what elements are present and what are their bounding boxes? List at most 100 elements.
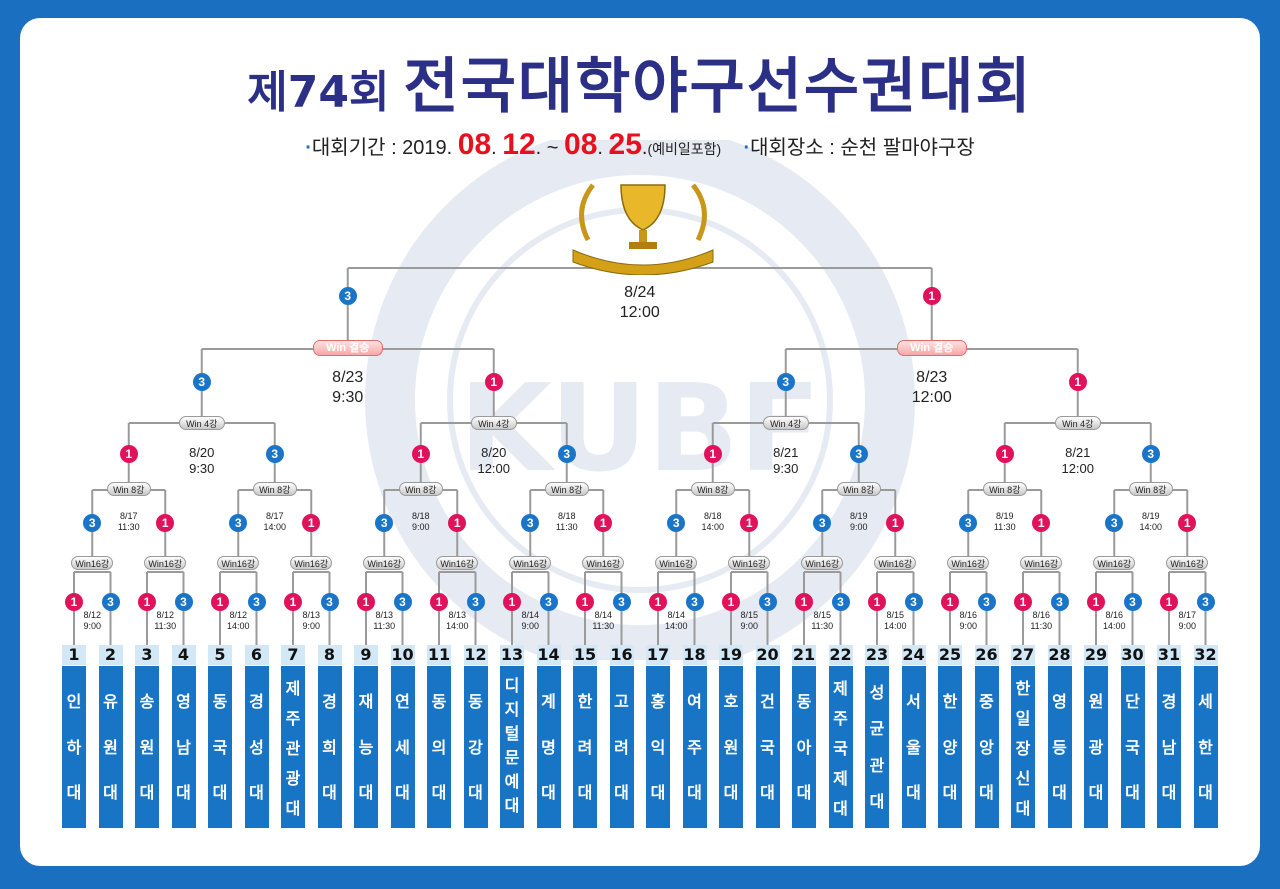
bullet-icon: · — [305, 137, 312, 159]
round-label-r16: Win 8강 — [690, 482, 735, 496]
team-badge: 1 — [1068, 373, 1087, 391]
team-name-char: 대 — [577, 782, 593, 802]
game-time: 14:00 — [445, 621, 469, 631]
team-name-char: 원 — [723, 737, 739, 757]
r1-game-schedule: 8/14 9:00 — [500, 610, 560, 632]
game-time: 9:00 — [1178, 621, 1197, 631]
team-badge: 1 — [941, 593, 959, 611]
team-number: 14 — [536, 645, 561, 665]
round-label-r32: Win16강 — [874, 556, 917, 570]
round-label-qf: Win 4강 — [1054, 416, 1101, 430]
team-badge: 1 — [1178, 514, 1197, 532]
team-name-char: 성 — [249, 737, 264, 757]
r2-game-schedule: 8/17 11:30 — [99, 511, 159, 533]
game-date: 8/15 — [886, 610, 905, 620]
game-date: 8/16 — [959, 610, 978, 620]
r1-game-schedule: 8/13 9:00 — [281, 610, 341, 632]
game-date: 8/13 — [302, 610, 321, 620]
game-date: 8/15 — [813, 610, 832, 620]
team-badge: 3 — [685, 593, 704, 611]
sf-game-schedule: 8/23 12:00 — [892, 368, 972, 408]
game-date: 8/21 — [1065, 445, 1091, 460]
game-date: 8/12 — [156, 610, 175, 620]
game-time: 9:30 — [773, 461, 799, 476]
period-end-day: 25 — [608, 128, 642, 161]
team-name-char: 대 — [1052, 782, 1067, 802]
round-label-r32: Win16강 — [1020, 556, 1063, 570]
team-name-char: 대 — [760, 782, 775, 802]
game-time: 14:00 — [1102, 621, 1126, 631]
team-badge: 3 — [1196, 593, 1215, 611]
team-number: 27 — [1011, 645, 1035, 665]
game-time: 9:00 — [959, 621, 978, 631]
team-name-char: 등 — [1052, 737, 1067, 757]
team-name-char: 대 — [650, 782, 666, 802]
team-badge: 3 — [83, 514, 102, 532]
game-date: 8/13 — [448, 610, 467, 620]
game-date: 8/23 — [916, 369, 948, 386]
team-name-char: 희 — [322, 737, 337, 757]
round-label-qf: Win 4강 — [762, 416, 809, 430]
team-name-char: 대 — [504, 796, 520, 815]
game-time: 14:00 — [664, 621, 688, 631]
r1-game-schedule: 8/12 11:30 — [135, 610, 195, 632]
team-name-char: 의 — [431, 737, 447, 757]
game-date: 8/20 — [481, 445, 507, 460]
period-label: 대회기간 : 2019. — [311, 137, 453, 159]
game-time: 14:00 — [263, 522, 287, 532]
team-number: 19 — [719, 645, 743, 665]
r1-game-schedule: 8/17 9:00 — [1157, 610, 1217, 632]
team-name-char: 성 — [869, 683, 885, 703]
round-label-r32: Win16강 — [290, 556, 333, 570]
team-badge: 3 — [265, 445, 284, 463]
bullet-icon: · — [743, 137, 751, 159]
team-badge: 1 — [156, 514, 175, 532]
team-name-char: 경 — [1161, 692, 1177, 712]
team-name-char: 영 — [176, 692, 191, 712]
team-name-char: 아 — [796, 737, 812, 757]
team-badge: 1 — [503, 593, 521, 611]
team-name-char: 동 — [468, 692, 483, 712]
team-name-char: 대 — [176, 782, 191, 802]
team-number: 17 — [646, 645, 670, 665]
team-badge: 3 — [557, 445, 576, 463]
team-name-char: 신 — [1015, 769, 1031, 788]
team-number: 8 — [317, 645, 342, 665]
team-number: 16 — [609, 645, 634, 665]
team-badge: 1 — [65, 593, 83, 611]
qf-game-schedule: 8/21 12:00 — [1043, 445, 1113, 477]
team-name-char: 여 — [687, 692, 702, 712]
game-date: 8/17 — [119, 511, 138, 521]
game-date: 8/18 — [703, 511, 722, 521]
team-badge: 3 — [101, 593, 120, 611]
team-badge: 3 — [338, 287, 357, 305]
game-time: 11:30 — [592, 621, 615, 631]
round-label-r32: Win16강 — [436, 556, 479, 570]
team-badge: 1 — [119, 445, 138, 463]
team-badge: 3 — [831, 593, 850, 611]
round-label-r32: Win16강 — [1093, 556, 1136, 570]
team-name-char: 남 — [1161, 737, 1177, 757]
team-number: 32 — [1193, 645, 1218, 665]
team-badge: 3 — [1050, 593, 1069, 611]
team-badge: 3 — [247, 593, 266, 611]
game-time: 9:00 — [521, 621, 540, 631]
r1-game-schedule: 8/16 14:00 — [1084, 610, 1144, 632]
team-name-char: 주 — [285, 709, 301, 728]
team-badge: 1 — [722, 593, 740, 611]
team-name-char: 원 — [103, 737, 118, 757]
team-badge: 3 — [612, 593, 631, 611]
team-name-char: 호 — [723, 692, 739, 712]
team-number: 10 — [390, 645, 415, 665]
game-time: 9:00 — [411, 522, 430, 532]
team-number: 21 — [792, 645, 816, 665]
round-label-sf: Win 결승 — [312, 340, 383, 356]
